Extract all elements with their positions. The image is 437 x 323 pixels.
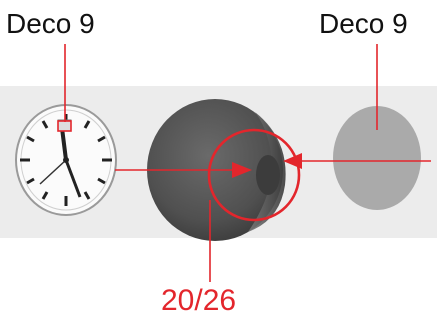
label-deco-right: Deco 9 bbox=[319, 8, 408, 39]
label-deco-left: Deco 9 bbox=[6, 8, 95, 39]
clock-window-marker bbox=[57, 120, 72, 132]
disc-icon bbox=[333, 106, 421, 210]
arrow-left-head bbox=[232, 162, 252, 178]
clock-dial-icon bbox=[15, 104, 117, 216]
circle-ring-icon bbox=[207, 128, 301, 222]
label-size: 20/26 bbox=[161, 284, 237, 317]
